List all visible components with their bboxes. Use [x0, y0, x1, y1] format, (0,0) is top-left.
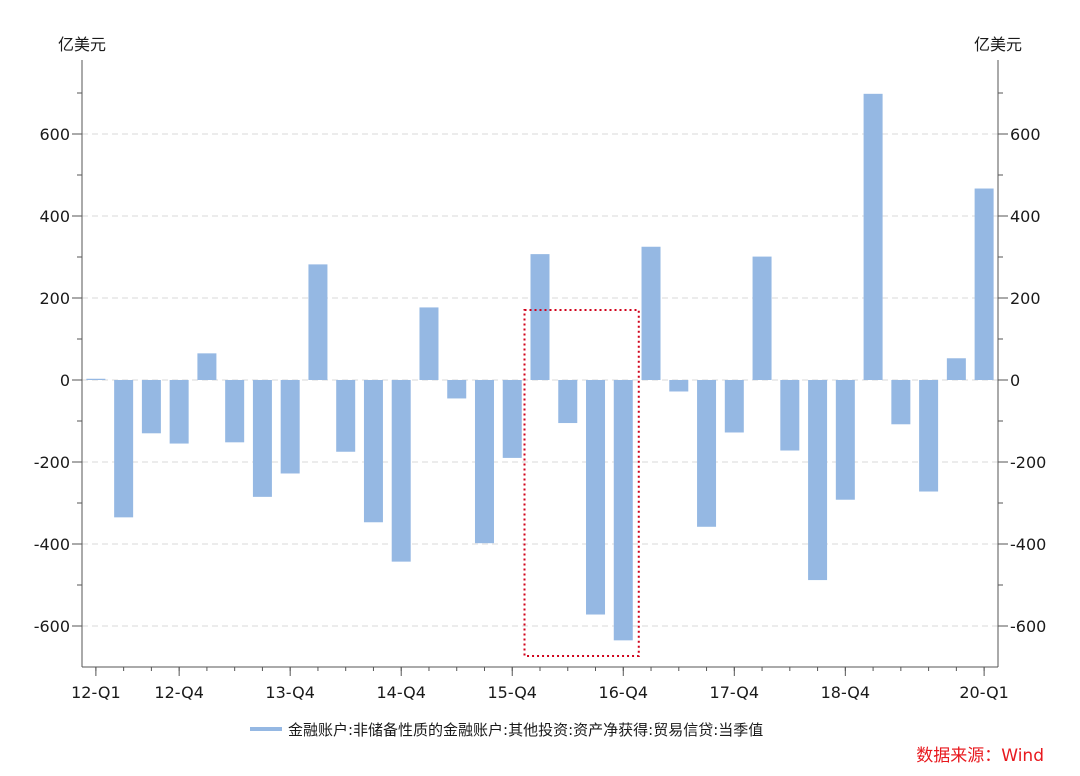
bar-15-Q2 [447, 380, 467, 399]
x-tick-label: 20-Q1 [959, 683, 1009, 702]
right-axis-unit: 亿美元 [974, 35, 1022, 54]
right-y-tick-label: 400 [1010, 207, 1041, 226]
right-y-tick-label: 0 [1010, 371, 1020, 390]
bar-13-Q2 [225, 380, 245, 443]
bar-12-Q3 [141, 380, 161, 434]
bar-14-Q3 [363, 380, 383, 523]
x-tick-label: 14-Q4 [376, 683, 426, 702]
legend-swatch [250, 727, 282, 731]
source-note: 数据来源：Wind [916, 746, 1044, 766]
right-y-tick-label: -400 [1010, 535, 1046, 554]
bar-17-Q2 [669, 380, 689, 392]
bars [86, 93, 994, 641]
left-y-tick-label: 0 [60, 371, 70, 390]
x-tick-label: 13-Q4 [265, 683, 315, 702]
bar-16-Q3 [586, 380, 606, 615]
bar-18-Q2 [780, 380, 800, 451]
bar-15-Q4 [502, 380, 522, 458]
bar-19-Q4 [946, 358, 966, 380]
right-y-tick-label: 600 [1010, 125, 1041, 144]
bar-14-Q1 [308, 264, 328, 380]
bar-17-Q4 [724, 380, 744, 433]
bar-18-Q1 [752, 256, 772, 380]
left-y-tick-label: -600 [34, 617, 70, 636]
x-tick-label: 16-Q4 [599, 683, 649, 702]
bar-16-Q2 [558, 380, 578, 424]
x-tick-label: 12-Q1 [71, 683, 121, 702]
legend-label: 金融账户:非储备性质的金融账户:其他投资:资产净获得:贸易信贷:当季值 [288, 720, 764, 739]
bar-17-Q1 [641, 246, 661, 380]
bar-15-Q1 [419, 307, 439, 380]
bar-16-Q1 [530, 254, 550, 380]
right-y-tick-label: -600 [1010, 617, 1046, 636]
bar-12-Q1 [86, 378, 106, 380]
left-axis-unit: 亿美元 [58, 35, 106, 54]
bar-13-Q3 [252, 380, 272, 497]
bar-15-Q3 [474, 380, 494, 544]
bar-17-Q3 [697, 380, 717, 527]
bar-12-Q4 [169, 380, 189, 444]
x-tick-label: 12-Q4 [154, 683, 204, 702]
bar-13-Q4 [280, 380, 300, 474]
bar-19-Q2 [891, 380, 911, 425]
x-tick-label: 15-Q4 [487, 683, 537, 702]
left-y-tick-label: -400 [34, 535, 70, 554]
bar-16-Q4 [613, 380, 633, 641]
left-y-tick-label: -200 [34, 453, 70, 472]
left-y-tick-label: 400 [39, 207, 70, 226]
bar-18-Q3 [808, 380, 828, 581]
x-tick-label: 18-Q4 [821, 683, 871, 702]
bar-18-Q4 [835, 380, 855, 500]
bar-20-Q1 [974, 188, 994, 380]
bar-14-Q4 [391, 380, 411, 562]
bar-14-Q2 [336, 380, 356, 452]
left-y-tick-label: 200 [39, 289, 70, 308]
bar-13-Q1 [197, 353, 217, 380]
x-tick-label: 17-Q4 [710, 683, 760, 702]
bar-19-Q3 [919, 380, 939, 492]
axes: -600 -600 -400 -400 -200 -200 0 0 200 200 400 400 60… [34, 60, 1046, 702]
bar-12-Q2 [114, 380, 134, 518]
right-y-tick-label: -200 [1010, 453, 1046, 472]
left-y-tick-label: 600 [39, 125, 70, 144]
legend: 金融账户:非储备性质的金融账户:其他投资:资产净获得:贸易信贷:当季值 [250, 718, 763, 740]
bar-19-Q1 [863, 93, 883, 380]
right-y-tick-label: 200 [1010, 289, 1041, 308]
